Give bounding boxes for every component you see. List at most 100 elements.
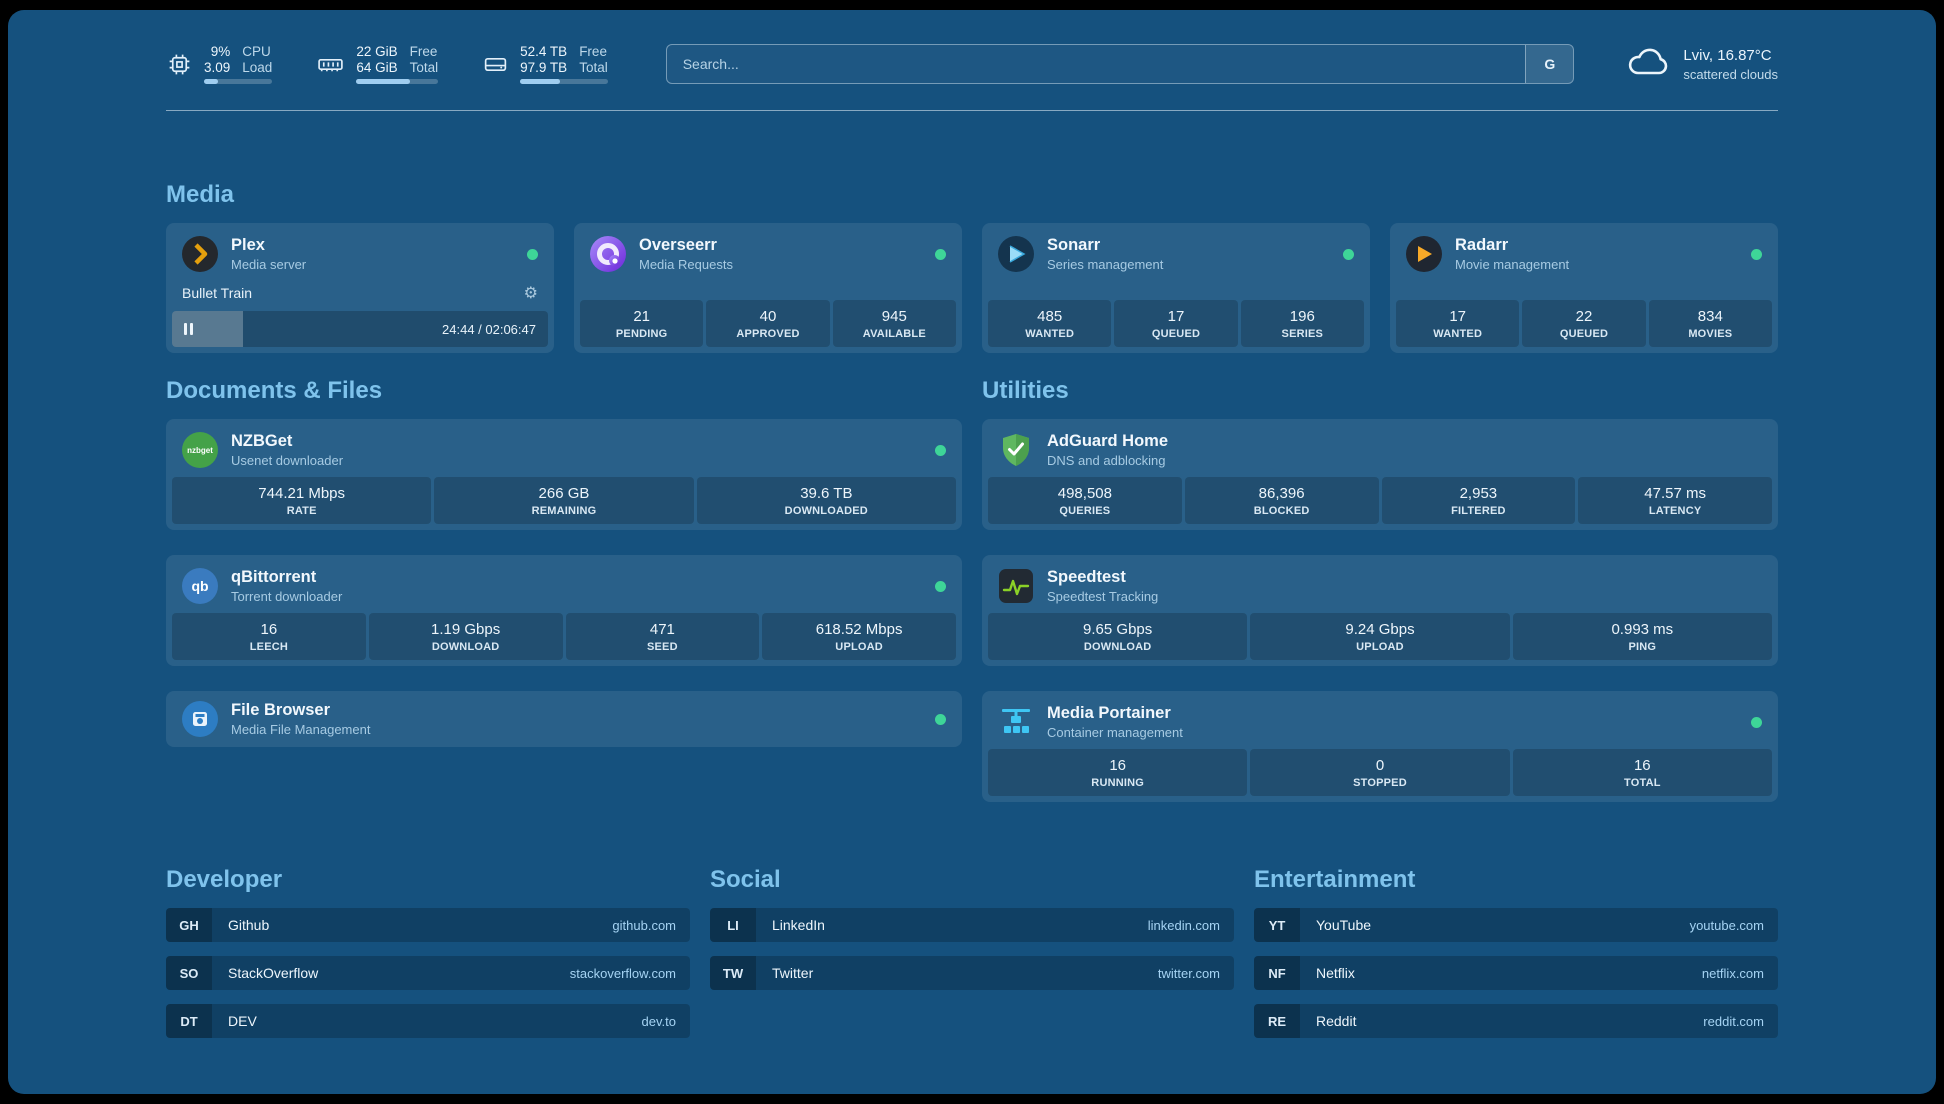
- bookmark-youtube[interactable]: YT YouTube youtube.com: [1254, 908, 1778, 942]
- cpu-progress-bar: [204, 79, 273, 84]
- stat-value: 485: [1037, 308, 1063, 325]
- playback-progress-bar[interactable]: 24:44 / 02:06:47: [172, 311, 548, 347]
- header-divider: [166, 110, 1778, 111]
- section-title-social: Social: [710, 866, 781, 893]
- disk-free-value: 52.4 TB: [520, 44, 568, 59]
- stat-value: 266 GB: [538, 485, 590, 502]
- stat: 834 MOVIES: [1648, 300, 1772, 347]
- service-header: qb qBittorrent Torrent downloader: [166, 555, 962, 613]
- stat-value: 9.24 Gbps: [1345, 621, 1415, 638]
- stat: 266 GB REMAINING: [434, 477, 694, 524]
- section-utilities: Utilities AdGuard Home DNS and adblockin…: [982, 377, 1778, 802]
- service-card-qbittorrent[interactable]: qb qBittorrent Torrent downloader 16 LEEC…: [166, 555, 962, 666]
- stat-value: 9.65 Gbps: [1083, 621, 1153, 638]
- stat: 86,396 BLOCKED: [1184, 477, 1379, 524]
- stat-label: DOWNLOAD: [431, 641, 500, 653]
- bookmark-abbr: DT: [166, 1004, 212, 1038]
- stat: 9.65 Gbps DOWNLOAD: [988, 613, 1248, 660]
- bookmark-url: dev.to: [641, 1013, 676, 1029]
- overseerr-icon: [590, 236, 626, 272]
- service-card-overseerr[interactable]: Overseerr Media Requests 21 PENDING 40 APP…: [574, 223, 962, 353]
- stat-label: PENDING: [615, 328, 668, 340]
- section-title-documents: Documents & Files: [166, 377, 383, 404]
- bookmark-stackoverflow[interactable]: SO StackOverflow stackoverflow.com: [166, 956, 690, 990]
- bookmark-github[interactable]: GH Github github.com: [166, 908, 690, 942]
- stat: 17 WANTED: [1396, 300, 1520, 347]
- stat: 1.19 Gbps DOWNLOAD: [368, 613, 563, 660]
- stat-label: WANTED: [1025, 328, 1075, 340]
- stat: 17 QUEUED: [1114, 300, 1238, 347]
- service-subtitle: Speedtest Tracking: [1047, 589, 1159, 604]
- stat: 498,508 QUERIES: [988, 477, 1182, 524]
- memory-widget: 22 GiB Free 64 GiB Total: [316, 44, 439, 84]
- service-stats: 9.65 Gbps DOWNLOAD 9.24 Gbps UPLOAD 0.993 …: [988, 613, 1772, 660]
- search-provider-button[interactable]: G: [1525, 45, 1574, 83]
- memory-free-value: 22 GiB: [356, 44, 398, 59]
- service-title: NZBGet: [231, 432, 293, 450]
- stat-value: 21: [633, 308, 650, 325]
- service-header: nzbget NZBGet Usenet downloader: [166, 419, 962, 477]
- bookmark-group-entertainment: Entertainment YT YouTube youtube.com NF …: [1254, 866, 1778, 1038]
- top-bar: 9% CPU 3.09 Load 22 GiB: [166, 44, 1778, 84]
- service-card-nzbget[interactable]: nzbget NZBGet Usenet downloader 744.21 M…: [166, 419, 962, 530]
- stat-value: 2,953: [1459, 485, 1498, 502]
- disk-total-value: 97.9 TB: [520, 60, 568, 75]
- service-card-adguard[interactable]: AdGuard Home DNS and adblocking 498,508 Q…: [982, 419, 1778, 530]
- bookmark-name: Twitter: [772, 965, 814, 981]
- bookmark-url: github.com: [612, 917, 676, 933]
- service-title: Speedtest: [1047, 568, 1126, 586]
- stat-label: LATENCY: [1648, 505, 1702, 517]
- service-stats: 498,508 QUERIES 86,396 BLOCKED 2,953 FILTER…: [988, 477, 1772, 524]
- bookmark-url: youtube.com: [1689, 917, 1764, 933]
- bookmark-dev[interactable]: DT DEV dev.to: [166, 1004, 690, 1038]
- status-dot: [1343, 248, 1354, 260]
- service-header: Radarr Movie management: [1390, 223, 1778, 281]
- bookmark-url: stackoverflow.com: [569, 965, 676, 981]
- stat: 945 AVAILABLE: [832, 300, 956, 347]
- speedtest-icon: [998, 568, 1034, 604]
- stat-label: SEED: [646, 641, 678, 653]
- service-subtitle: Media Requests: [639, 257, 733, 272]
- search-input[interactable]: [666, 45, 1526, 83]
- now-playing-title: Bullet Train: [182, 285, 253, 301]
- stat-label: DOWNLOADED: [784, 505, 868, 517]
- portainer-icon: [998, 704, 1034, 740]
- bookmark-linkedin[interactable]: LI LinkedIn linkedin.com: [710, 908, 1234, 942]
- service-title: Radarr: [1455, 236, 1509, 254]
- stat-label: PING: [1628, 641, 1657, 653]
- stat-value: 1.19 Gbps: [431, 621, 501, 638]
- service-card-radarr[interactable]: Radarr Movie management 17 WANTED 22 QUEUE…: [1390, 223, 1778, 353]
- cpu-icon: [166, 51, 193, 78]
- bookmark-twitter[interactable]: TW Twitter twitter.com: [710, 956, 1234, 990]
- stat-value: 0.993 ms: [1611, 621, 1674, 638]
- service-card-portainer[interactable]: Media Portainer Container management 16 R…: [982, 691, 1778, 802]
- dashboard-page: 9% CPU 3.09 Load 22 GiB: [8, 10, 1936, 1094]
- pause-button[interactable]: [184, 323, 193, 335]
- stat: 0.993 ms PING: [1512, 613, 1772, 660]
- section-media: Media Plex Media server: [166, 181, 1778, 353]
- bookmark-reddit[interactable]: RE Reddit reddit.com: [1254, 1004, 1778, 1038]
- stat-label: AVAILABLE: [862, 328, 926, 340]
- section-title-utilities: Utilities: [982, 377, 1069, 404]
- service-card-filebrowser[interactable]: File Browser Media File Management: [166, 691, 962, 747]
- stat: 16 LEECH: [172, 613, 366, 660]
- service-stats: 16 LEECH 1.19 Gbps DOWNLOAD 471 SEED 618.52…: [172, 613, 956, 660]
- stat: 744.21 Mbps RATE: [172, 477, 432, 524]
- bookmark-netflix[interactable]: NF Netflix netflix.com: [1254, 956, 1778, 990]
- section-documents: Documents & Files nzbget NZBGet Usenet d…: [166, 377, 962, 802]
- bookmark-abbr: RE: [1254, 1004, 1300, 1038]
- memory-total-label: Total: [409, 60, 439, 75]
- service-title: AdGuard Home: [1047, 432, 1169, 450]
- section-title-entertainment: Entertainment: [1254, 866, 1416, 893]
- service-card-speedtest[interactable]: Speedtest Speedtest Tracking 9.65 Gbps DO…: [982, 555, 1778, 666]
- stat-label: DOWNLOAD: [1083, 641, 1152, 653]
- service-card-sonarr[interactable]: Sonarr Series management 485 WANTED 17 QUE…: [982, 223, 1370, 353]
- stat-value: 196: [1289, 308, 1315, 325]
- status-dot: [935, 248, 946, 260]
- status-dot: [935, 713, 946, 725]
- service-header: Overseerr Media Requests: [574, 223, 962, 281]
- stat: 40 APPROVED: [706, 300, 830, 347]
- stat-label: WANTED: [1433, 328, 1483, 340]
- service-card-plex[interactable]: Plex Media server Bullet Train ⚙ 24:44 /…: [166, 223, 554, 353]
- settings-icon[interactable]: ⚙: [523, 285, 538, 302]
